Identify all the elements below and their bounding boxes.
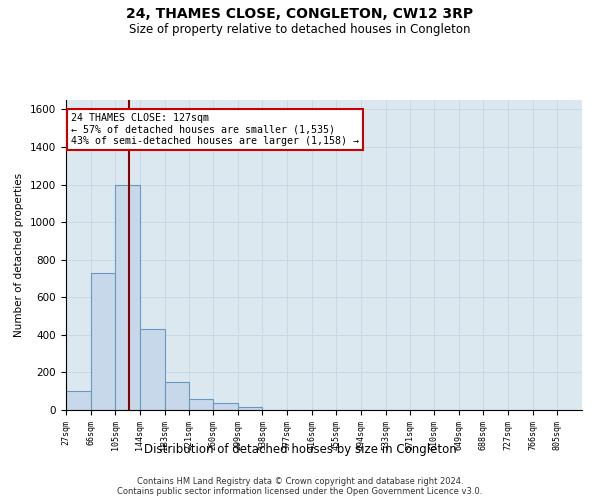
Text: 24, THAMES CLOSE, CONGLETON, CW12 3RP: 24, THAMES CLOSE, CONGLETON, CW12 3RP [127,8,473,22]
Text: Distribution of detached houses by size in Congleton: Distribution of detached houses by size … [143,442,457,456]
Text: Size of property relative to detached houses in Congleton: Size of property relative to detached ho… [129,22,471,36]
Text: Contains HM Land Registry data © Crown copyright and database right 2024.: Contains HM Land Registry data © Crown c… [137,478,463,486]
Bar [115,184,140,410]
Y-axis label: Number of detached properties: Number of detached properties [14,173,25,337]
Bar [66,391,91,410]
Bar [140,329,164,410]
Bar [164,382,189,410]
Text: 24 THAMES CLOSE: 127sqm
← 57% of detached houses are smaller (1,535)
43% of semi: 24 THAMES CLOSE: 127sqm ← 57% of detache… [71,113,359,146]
Bar [188,398,213,410]
Bar [91,273,115,410]
Text: Contains public sector information licensed under the Open Government Licence v3: Contains public sector information licen… [118,488,482,496]
Bar [238,407,262,410]
Bar [213,404,238,410]
